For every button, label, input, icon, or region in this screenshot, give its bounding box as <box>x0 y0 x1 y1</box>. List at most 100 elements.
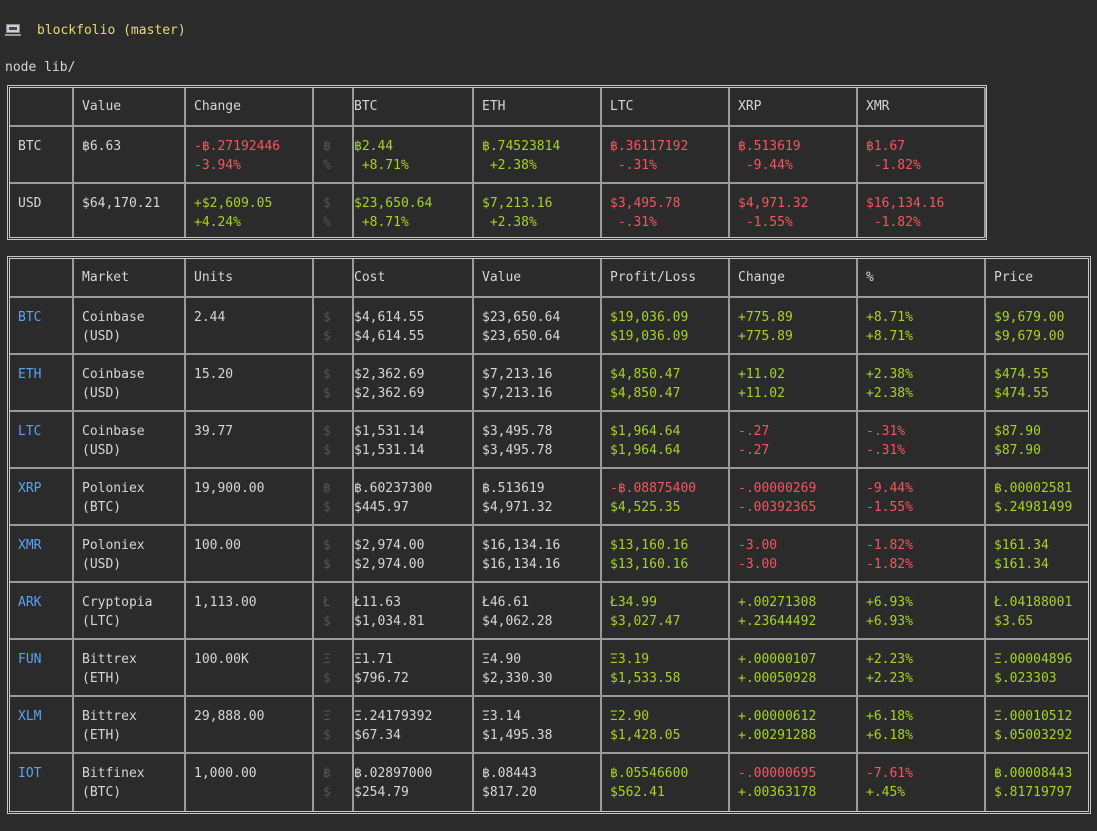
summary-coin-cell-line: -9.44% <box>738 158 793 173</box>
holdings-header-row: Market Units Cost Value Profit/Loss Change% Pr… <box>10 259 1088 298</box>
value-cell-line: $16,134.16 <box>482 538 561 553</box>
cost-cell: $2,362.69 $2,362.69 <box>354 365 424 403</box>
summary-header-cell: ETH <box>482 97 505 116</box>
currency-symbol-cell: ฿ $ <box>323 479 331 517</box>
price-cell-line: $474.55 <box>994 367 1049 382</box>
summary-header-cell: Value <box>82 97 121 116</box>
summary-header-cell: LTC <box>610 97 633 116</box>
units-cell-line: 29,888.00 <box>194 709 265 724</box>
summary-coin-cell: $3,495.78 -.31% <box>610 194 680 232</box>
profit-loss-cell-line: $1,964.64 <box>610 443 681 458</box>
value-cell-line: ฿.08443 <box>482 766 537 781</box>
cost-cell-line: $796.72 <box>354 671 409 686</box>
summary-row-change-line: -3.94% <box>194 158 241 173</box>
holdings-header-cell: Value <box>482 268 521 287</box>
market-cell: Bittrex (ETH) <box>82 650 137 688</box>
profit-loss-cell: $1,964.64 $1,964.64 <box>610 422 680 460</box>
profit-loss-cell: Ł34.99 $3,027.47 <box>610 593 680 631</box>
holding-row: BTC Coinbase (USD) 2.44 $ $ $4,614.55 $4,614.55… <box>10 298 1088 355</box>
summary-row-symbol-line: ฿ <box>323 139 331 154</box>
summary-coin-cell-line: ฿2.44 <box>354 139 394 154</box>
holdings-header-cell-line: Value <box>482 270 522 285</box>
currency-symbol-cell-line: $ <box>323 785 331 800</box>
value-cell-line: $2,330.30 <box>482 671 553 686</box>
value-cell: ฿.513619 $4,971.32 <box>482 479 552 517</box>
value-cell-line: ฿.513619 <box>482 481 545 496</box>
value-cell-line: $817.20 <box>482 785 537 800</box>
cost-cell-line: Ł11.63 <box>354 595 401 610</box>
price-cell-line: $161.34 <box>994 538 1049 553</box>
price-cell: ฿.00008443 $.81719797 <box>994 764 1072 802</box>
price-cell-line: ฿.00008443 <box>994 766 1073 781</box>
currency-symbol-cell-line: $ <box>323 557 331 572</box>
coin-symbol-line: BTC <box>18 310 42 325</box>
profit-loss-cell: ฿.05546600 $562.41 <box>610 764 688 802</box>
market-cell-line: (ETH) <box>82 728 122 743</box>
cost-cell-line: $1,531.14 <box>354 424 425 439</box>
price-cell: $474.55 $474.55 <box>994 365 1049 403</box>
currency-symbol-cell-line: $ <box>323 500 331 515</box>
summary-row: BTC ฿6.63 -฿.27192446 -3.94% ฿% ฿2.44 +8.71% ฿… <box>10 127 984 184</box>
currency-symbol-cell-line: $ <box>323 538 331 553</box>
profit-loss-cell-line: $3,027.47 <box>610 614 681 629</box>
currency-symbol-cell: Ξ $ <box>323 707 331 745</box>
currency-symbol-cell-line: Ξ <box>323 709 331 724</box>
percent-cell-line: -9.44% <box>866 481 913 496</box>
value-cell: Ł46.61 $4,062.28 <box>482 593 552 631</box>
cost-cell-line: $1,531.14 <box>354 443 425 458</box>
price-cell: Ξ.00010512 $.05003292 <box>994 707 1072 745</box>
value-cell-line: $23,650.64 <box>482 329 561 344</box>
column-divider <box>184 88 186 237</box>
units-cell-line: 1,000.00 <box>194 766 257 781</box>
holdings-header-cell: Market <box>82 268 129 287</box>
market-cell-line: Bittrex <box>82 709 137 724</box>
coin-symbol: XMR <box>18 536 41 555</box>
percent-cell-line: +6.18% <box>866 728 913 743</box>
coin-symbol-line: IOT <box>18 766 42 781</box>
change-cell-line: +.00363178 <box>738 785 817 800</box>
percent-cell: -7.61% +.45% <box>866 764 913 802</box>
price-cell-line: $.05003292 <box>994 728 1073 743</box>
holdings-header-cell-line: Cost <box>354 270 386 285</box>
cost-cell: Ξ.24179392 $67.34 <box>354 707 432 745</box>
coin-symbol: XRP <box>18 479 41 498</box>
coin-symbol: XLM <box>18 707 41 726</box>
summary-row-label: USD <box>18 194 41 213</box>
summary-coin-cell-line: ฿.36117192 <box>610 139 689 154</box>
summary-row-change-line: -฿.27192446 <box>194 139 281 154</box>
cost-cell: Ł11.63 $1,034.81 <box>354 593 424 631</box>
market-cell-line: (ETH) <box>82 671 122 686</box>
change-cell-line: +.00291288 <box>738 728 817 743</box>
change-cell: -.27 -.27 <box>738 422 769 460</box>
summary-header-cell: XRP <box>738 97 761 116</box>
profit-loss-cell-line: $19,036.09 <box>610 310 689 325</box>
profit-loss-cell-line: $4,525.35 <box>610 500 681 515</box>
summary-row-change: +$2,609.05 +4.24% <box>194 194 272 232</box>
currency-symbol-cell-line: $ <box>323 614 331 629</box>
change-cell-line: -.00000695 <box>738 766 817 781</box>
coin-symbol-line: XLM <box>18 709 42 724</box>
summary-coin-cell-line: $4,971.32 <box>738 196 809 211</box>
profit-loss-cell: $4,850.47 $4,850.47 <box>610 365 680 403</box>
cost-cell: $2,974.00 $2,974.00 <box>354 536 424 574</box>
percent-cell-line: +6.93% <box>866 614 913 629</box>
coin-symbol-line: ETH <box>18 367 42 382</box>
market-cell-line: (USD) <box>82 329 122 344</box>
value-cell: $23,650.64 $23,650.64 <box>482 308 560 346</box>
cost-cell-line: $4,614.55 <box>354 310 425 325</box>
price-cell: Ξ.00004896 $.023303 <box>994 650 1072 688</box>
price-cell-line: $9,679.00 <box>994 310 1065 325</box>
market-cell-line: Cryptopia <box>82 595 153 610</box>
summary-row-change-line: +4.24% <box>194 215 241 230</box>
cost-cell-line: $2,974.00 <box>354 538 425 553</box>
summary-row-label-line: BTC <box>18 139 42 154</box>
percent-cell-line: +2.23% <box>866 652 913 667</box>
currency-symbol-cell-line: $ <box>323 367 331 382</box>
holding-row: XRP Poloniex (BTC) 19,900.00 ฿ $ ฿.60237300 $44… <box>10 469 1088 526</box>
holding-row: XLM Bittrex (ETH) 29,888.00 Ξ $ Ξ.24179392 $67.… <box>10 697 1088 754</box>
market-cell-line: Coinbase <box>82 424 145 439</box>
summary-header-cell-line: LTC <box>610 99 634 114</box>
summary-coin-cell-line: +8.71% <box>354 215 409 230</box>
column-divider <box>72 88 74 237</box>
market-cell-line: (BTC) <box>82 785 122 800</box>
